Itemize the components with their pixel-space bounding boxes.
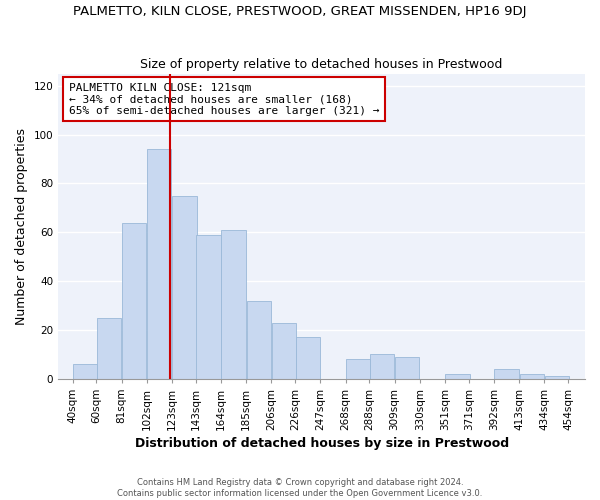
Bar [73,364,97,379]
Bar [97,318,121,379]
Bar [272,322,296,379]
Text: PALMETTO KILN CLOSE: 121sqm
← 34% of detached houses are smaller (168)
65% of se: PALMETTO KILN CLOSE: 121sqm ← 34% of det… [69,82,379,116]
Bar [147,150,172,379]
Bar [196,235,221,379]
Bar [247,300,271,379]
Bar [296,338,320,379]
Y-axis label: Number of detached properties: Number of detached properties [15,128,28,324]
Title: Size of property relative to detached houses in Prestwood: Size of property relative to detached ho… [140,58,503,71]
Bar [395,357,419,379]
Bar [445,374,470,379]
Text: Contains HM Land Registry data © Crown copyright and database right 2024.
Contai: Contains HM Land Registry data © Crown c… [118,478,482,498]
Text: PALMETTO, KILN CLOSE, PRESTWOOD, GREAT MISSENDEN, HP16 9DJ: PALMETTO, KILN CLOSE, PRESTWOOD, GREAT M… [73,5,527,18]
Bar [545,376,569,379]
Bar [370,354,394,379]
Bar [172,196,197,379]
Bar [221,230,245,379]
X-axis label: Distribution of detached houses by size in Prestwood: Distribution of detached houses by size … [134,437,509,450]
Bar [346,360,370,379]
Bar [494,369,518,379]
Bar [122,222,146,379]
Bar [520,374,544,379]
